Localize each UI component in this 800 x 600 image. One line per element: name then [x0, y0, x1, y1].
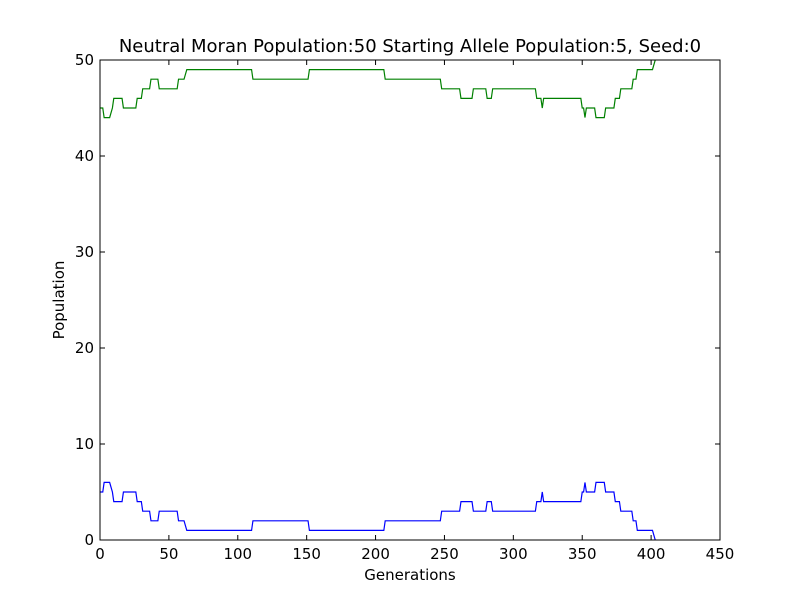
y-tick-label: 30	[75, 243, 94, 261]
x-tick-label: 450	[706, 545, 735, 563]
x-tick-label: 50	[159, 545, 178, 563]
series-layer	[100, 60, 656, 540]
x-tick-label: 350	[568, 545, 597, 563]
chart-title: Neutral Moran Population:50 Starting All…	[119, 36, 701, 57]
y-tick-label: 10	[75, 435, 94, 453]
x-tick-label: 0	[95, 545, 105, 563]
x-tick-label: 300	[499, 545, 528, 563]
x-tick-label: 100	[223, 545, 252, 563]
y-tick-label: 20	[75, 339, 94, 357]
x-axis-label: Generations	[364, 566, 456, 584]
y-tick-label: 40	[75, 147, 94, 165]
y-tick-label: 0	[84, 531, 94, 549]
ticks-layer: 0 50 100 150 200 250 300 350 400 450 0 10 20 30 40 50	[75, 51, 734, 563]
x-tick-label: 150	[292, 545, 321, 563]
x-tick-label: 200	[361, 545, 390, 563]
plot-frame	[99, 59, 721, 541]
series-line-1	[100, 481, 656, 540]
x-tick-label: 250	[430, 545, 459, 563]
x-tick-label: 400	[637, 545, 666, 563]
y-tick-label: 50	[75, 51, 94, 69]
series-line-2	[100, 60, 656, 119]
y-axis-label: Population	[50, 261, 68, 340]
